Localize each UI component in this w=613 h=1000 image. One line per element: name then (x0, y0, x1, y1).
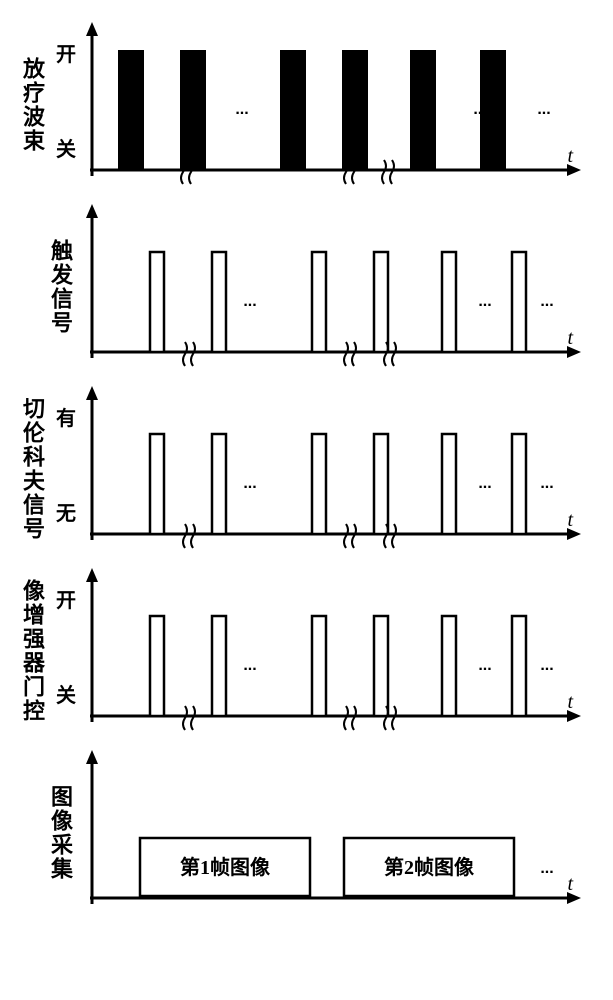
plot-trigger: t......... (80, 202, 593, 372)
ylabel-low-cherenkov: 无 (56, 497, 76, 526)
svg-text:第1帧图像: 第1帧图像 (180, 855, 271, 879)
labels-capture: 图像采集 (20, 748, 80, 918)
svg-text:...: ... (540, 860, 553, 877)
svg-text:...: ... (243, 293, 256, 310)
svg-text:第2帧图像: 第2帧图像 (384, 855, 475, 879)
svg-text:...: ... (478, 657, 491, 674)
plot-capture: t 第1帧图像 第2帧图像... (80, 748, 593, 918)
svg-text:...: ... (478, 293, 491, 310)
svg-text:t: t (567, 509, 573, 531)
svg-text:...: ... (537, 101, 550, 118)
ylabel-high-gate: 开 (56, 584, 76, 613)
ylabels-cherenkov: 有无 (52, 384, 80, 554)
svg-text:t: t (567, 145, 573, 167)
ylabels-beam: 开关 (52, 20, 80, 190)
svg-text:...: ... (473, 101, 486, 118)
svg-gate: t......... (80, 566, 585, 736)
title-trigger: 触发信号 (44, 239, 76, 335)
svg-beam: t......... (80, 20, 585, 190)
title-beam: 放疗波束 (16, 57, 48, 153)
svg-text:...: ... (540, 475, 553, 492)
svg-text:t: t (567, 327, 573, 349)
title-cherenkov: 切伦科夫信号 (16, 397, 48, 541)
row-gate: 像增强器门控开关t......... (20, 566, 593, 736)
labels-trigger: 触发信号 (20, 202, 80, 372)
ylabel-low-beam: 关 (56, 133, 76, 162)
plot-gate: t......... (80, 566, 593, 736)
row-capture: 图像采集 t 第1帧图像 第2帧图像... (20, 748, 593, 918)
svg-text:...: ... (540, 293, 553, 310)
svg-capture: t 第1帧图像 第2帧图像... (80, 748, 585, 918)
ylabel-high-beam: 开 (56, 38, 76, 67)
svg-text:...: ... (235, 101, 248, 118)
row-trigger: 触发信号t......... (20, 202, 593, 372)
ylabel-high-cherenkov: 有 (56, 402, 76, 431)
svg-cherenkov: t......... (80, 384, 585, 554)
svg-text:t: t (567, 873, 573, 895)
svg-trigger: t......... (80, 202, 585, 372)
labels-gate: 像增强器门控开关 (20, 566, 80, 736)
title-capture: 图像采集 (44, 785, 76, 881)
svg-text:...: ... (540, 657, 553, 674)
svg-text:...: ... (243, 657, 256, 674)
row-beam: 放疗波束开关t......... (20, 20, 593, 190)
labels-beam: 放疗波束开关 (20, 20, 80, 190)
svg-text:...: ... (243, 475, 256, 492)
plot-beam: t......... (80, 20, 593, 190)
ylabel-low-gate: 关 (56, 679, 76, 708)
row-cherenkov: 切伦科夫信号有无t......... (20, 384, 593, 554)
svg-text:...: ... (478, 475, 491, 492)
plot-cherenkov: t......... (80, 384, 593, 554)
ylabels-gate: 开关 (52, 566, 80, 736)
svg-text:t: t (567, 691, 573, 713)
labels-cherenkov: 切伦科夫信号有无 (20, 384, 80, 554)
title-gate: 像增强器门控 (16, 579, 48, 723)
